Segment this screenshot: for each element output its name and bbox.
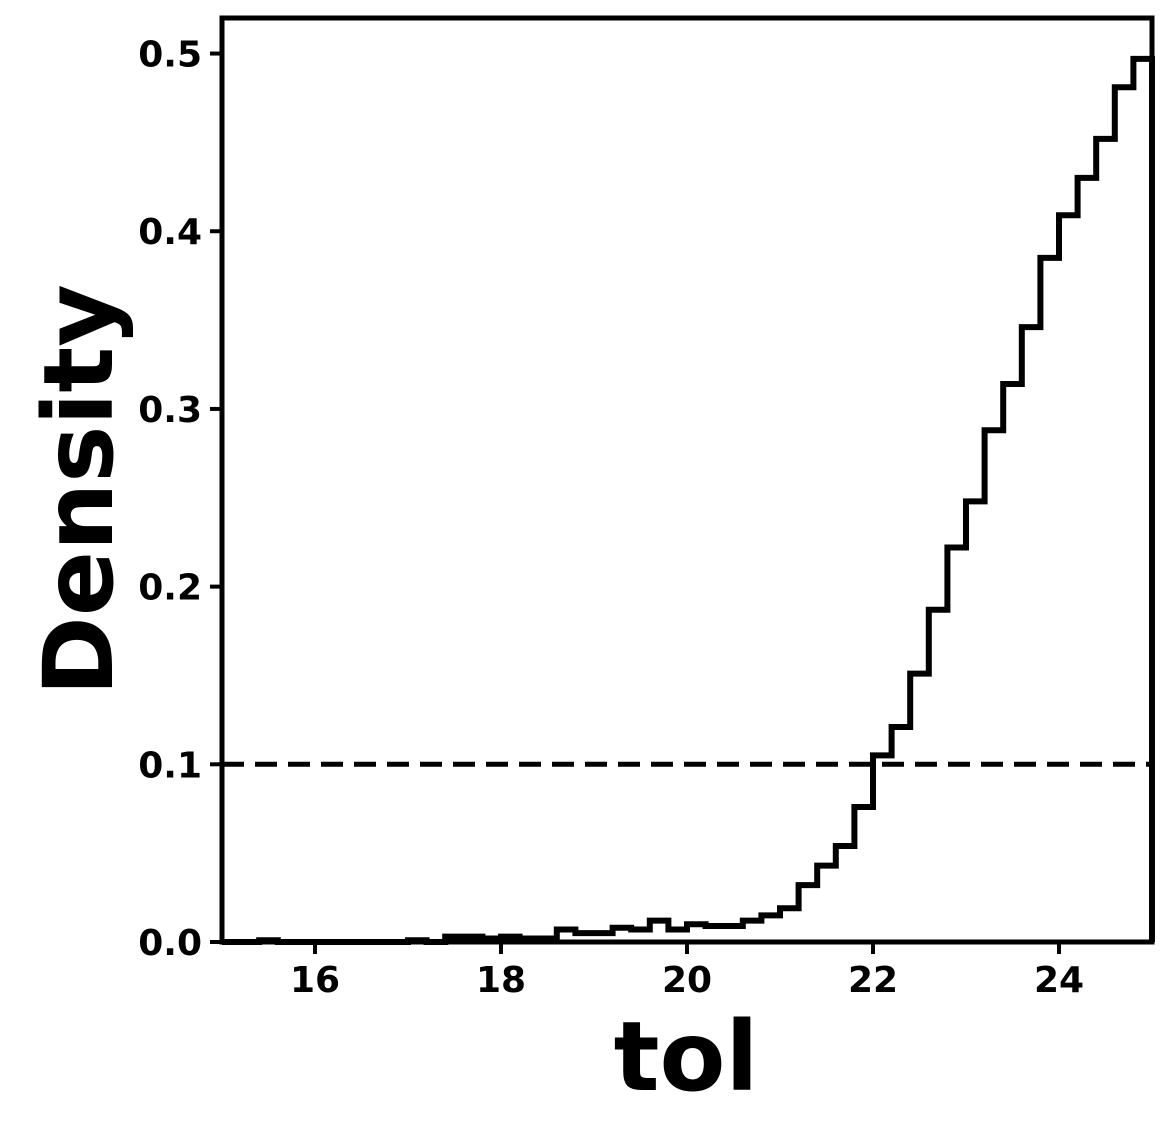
axes-frame (219, 15, 1155, 945)
y-tick-label: 0.0 (138, 923, 202, 964)
x-axis-ticks: 16 18 20 22 24 (290, 942, 1084, 1001)
x-tick-label: 16 (290, 960, 340, 1001)
x-tick-label: 22 (848, 960, 898, 1001)
x-tick-label: 24 (1034, 960, 1084, 1001)
x-axis-title: tol (614, 1001, 759, 1113)
y-tick-label: 0.4 (138, 212, 202, 253)
y-axis-title: Density (23, 284, 135, 696)
histogram-step (222, 55, 1155, 945)
x-tick-label: 18 (476, 960, 526, 1001)
y-tick-label: 0.3 (138, 390, 202, 431)
x-tick-label: 20 (662, 960, 712, 1001)
y-tick-label: 0.2 (138, 568, 202, 609)
y-axis-ticks: 0.0 0.1 0.2 0.3 0.4 0.5 (138, 35, 222, 964)
y-tick-label: 0.5 (138, 35, 202, 76)
y-tick-label: 0.1 (138, 745, 202, 786)
plot-area (219, 15, 1155, 945)
